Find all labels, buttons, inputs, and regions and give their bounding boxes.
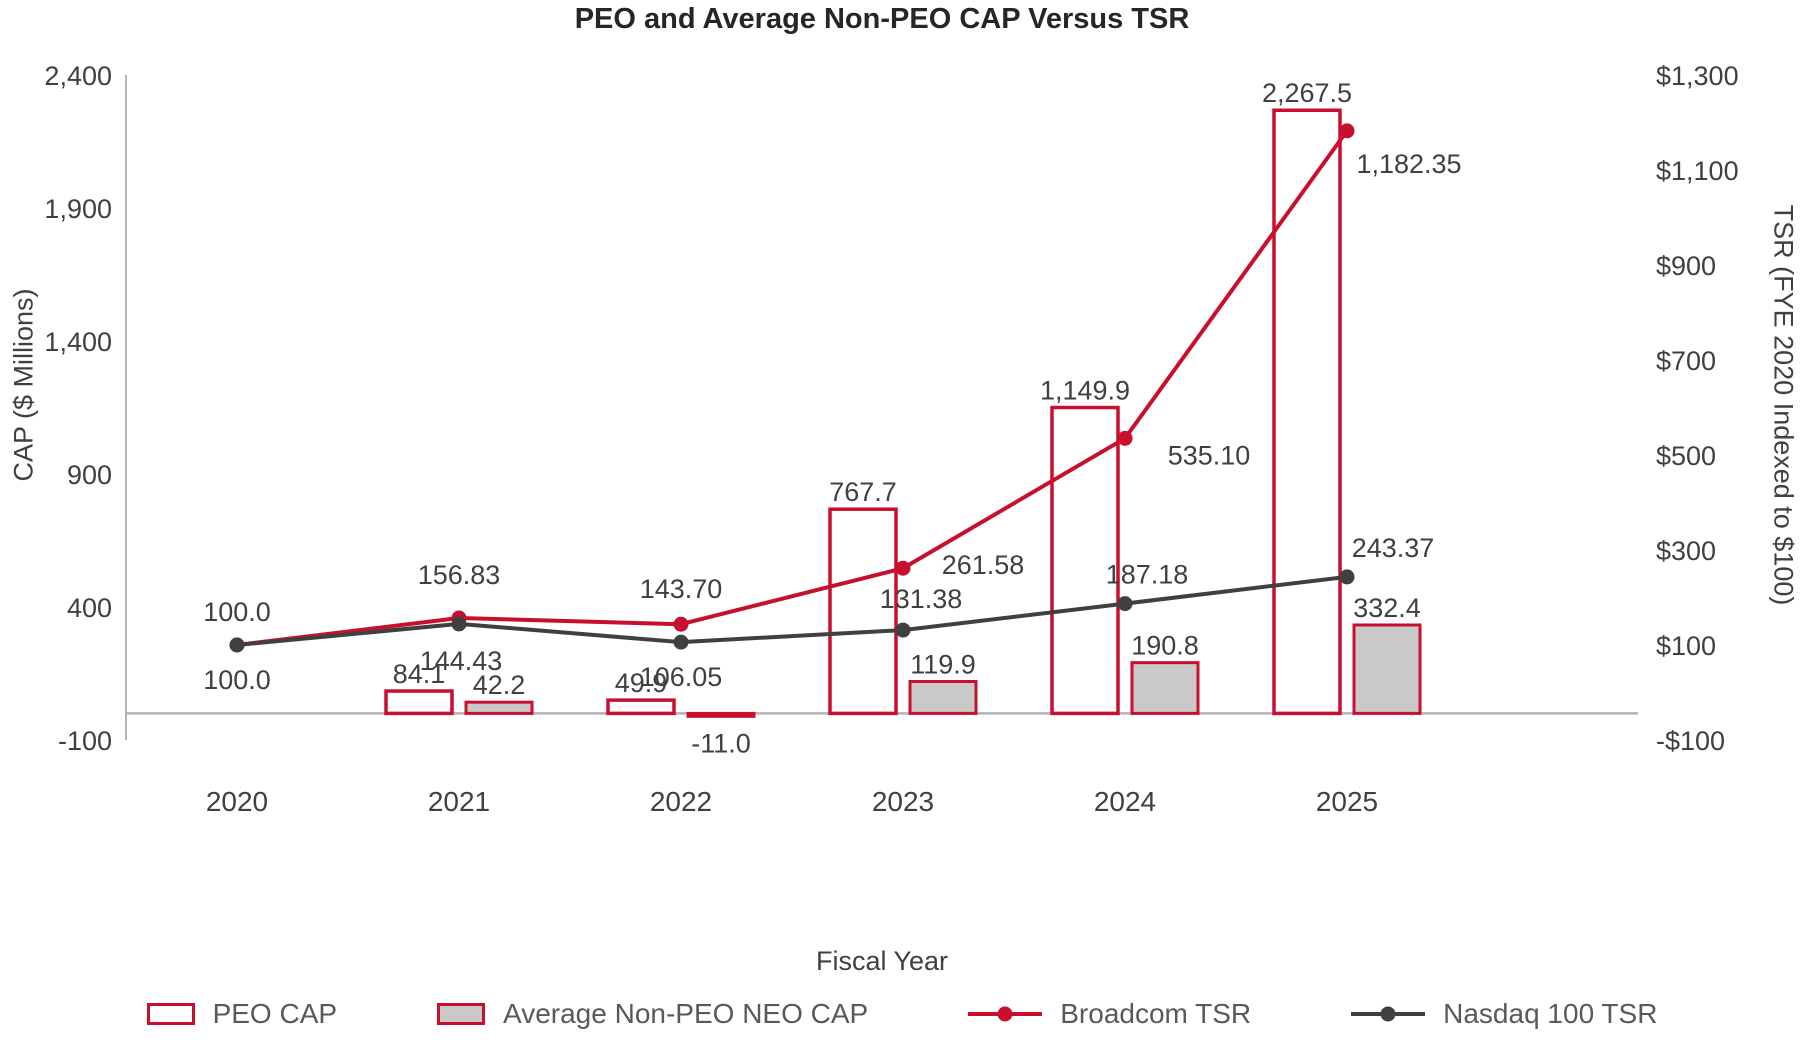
x-axis-title: Fiscal Year bbox=[815, 946, 949, 976]
legend-item-nasdaq-100-tsr: Nasdaq 100 TSR bbox=[1351, 998, 1657, 1030]
broadcom-tsr-dot-icon bbox=[997, 1006, 1013, 1022]
nasdaq-100-tsr-point bbox=[229, 637, 245, 653]
left-axis-tick-label: 1,400 bbox=[44, 327, 112, 357]
peo-cap-value-label: 1,149.9 bbox=[1040, 376, 1130, 406]
nasdaq-100-tsr-value-label: 131.38 bbox=[880, 584, 963, 614]
chart-title: PEO and Average Non-PEO CAP Versus TSR bbox=[574, 3, 1190, 35]
peo-cap-bar bbox=[1050, 405, 1120, 716]
non-peo-neo-cap-value-label: 42.2 bbox=[473, 670, 526, 700]
broadcom-tsr-value-label: 156.83 bbox=[418, 560, 501, 590]
nasdaq-100-tsr-value-label: 187.18 bbox=[1106, 560, 1189, 590]
peo-cap-bar bbox=[1272, 108, 1342, 716]
right-axis-tick-label: $700 bbox=[1656, 346, 1716, 376]
right-axis-tick-label: $900 bbox=[1656, 251, 1716, 281]
left-axis-tick-label: 1,900 bbox=[44, 194, 112, 224]
right-axis-tick-label: $500 bbox=[1656, 441, 1716, 471]
non-peo-neo-cap-value-label: 332.4 bbox=[1353, 593, 1421, 623]
non-peo-neo-cap-swatch-icon bbox=[437, 1003, 486, 1025]
broadcom-tsr-point bbox=[1117, 430, 1133, 446]
non-peo-neo-cap-value-label: 190.8 bbox=[1131, 631, 1199, 661]
broadcom-tsr-value-label: 261.58 bbox=[942, 550, 1025, 580]
nasdaq-100-tsr-value-label: 144.43 bbox=[420, 646, 503, 676]
nasdaq-100-tsr-point bbox=[1117, 596, 1133, 612]
broadcom-tsr-point bbox=[673, 616, 689, 632]
nasdaq-100-tsr-dot-icon bbox=[1380, 1006, 1396, 1022]
legend-item-broadcom-tsr: Broadcom TSR bbox=[968, 998, 1251, 1030]
broadcom-tsr-swatch-icon bbox=[968, 1006, 1043, 1022]
x-axis-tick-label: 2020 bbox=[206, 786, 268, 817]
non-peo-neo-cap-bar bbox=[908, 680, 978, 715]
nasdaq-100-tsr-swatch-icon bbox=[1351, 1006, 1426, 1022]
right-axis-title: TSR (FYE 2020 Indexed to $100) bbox=[1768, 204, 1799, 606]
legend-label-broadcom-tsr: Broadcom TSR bbox=[1060, 998, 1252, 1029]
nasdaq-100-tsr-point bbox=[673, 634, 689, 650]
right-axis-tick-label: -$100 bbox=[1656, 726, 1725, 756]
nasdaq-100-tsr-point bbox=[451, 616, 467, 632]
non-peo-neo-cap-value-label: -11.0 bbox=[691, 728, 751, 758]
left-axis-tick-label: 400 bbox=[67, 593, 112, 623]
x-axis-tick-label: 2022 bbox=[650, 786, 712, 817]
nasdaq-100-tsr-value-label: 243.37 bbox=[1352, 533, 1435, 563]
peo-cap-bar bbox=[828, 507, 898, 716]
legend-label-non-peo-neo-cap: Average Non-PEO NEO CAP bbox=[503, 998, 869, 1029]
broadcom-tsr-value-label: 1,182.35 bbox=[1356, 149, 1461, 179]
left-axis-tick-label: -100 bbox=[58, 726, 112, 756]
x-axis-tick-label: 2024 bbox=[1094, 786, 1156, 817]
peo-cap-value-label: 2,267.5 bbox=[1262, 78, 1352, 108]
legend: PEO CAP Average Non-PEO NEO CAP Broadcom… bbox=[0, 998, 1804, 1030]
peo-cap-value-label: 84.1 bbox=[393, 659, 446, 689]
broadcom-tsr-value-label: 100.0 bbox=[203, 597, 271, 627]
left-axis-title: CAP ($ Millions) bbox=[8, 288, 39, 482]
left-axis-tick-label: 900 bbox=[67, 460, 112, 490]
non-peo-neo-cap-bar bbox=[686, 711, 756, 718]
x-axis-tick-label: 2023 bbox=[872, 786, 934, 817]
broadcom-tsr-value-label: 143.70 bbox=[640, 574, 723, 604]
legend-label-peo-cap: PEO CAP bbox=[212, 998, 338, 1029]
peo-cap-swatch-icon bbox=[146, 1003, 195, 1025]
x-axis-tick-label: 2025 bbox=[1316, 786, 1378, 817]
right-axis-tick-label: $300 bbox=[1656, 536, 1716, 566]
nasdaq-100-tsr-point bbox=[1339, 569, 1355, 585]
left-axis-tick-label: 2,400 bbox=[44, 61, 112, 91]
nasdaq-100-tsr-value-label: 106.05 bbox=[640, 662, 723, 692]
right-axis-tick-label: $1,300 bbox=[1656, 61, 1739, 91]
broadcom-tsr-point bbox=[895, 560, 911, 576]
peo-cap-value-label: 767.7 bbox=[829, 477, 897, 507]
nasdaq-100-tsr-line bbox=[236, 574, 1348, 647]
nasdaq-100-tsr-value-label: 100.0 bbox=[203, 665, 271, 695]
legend-item-peo-cap: PEO CAP bbox=[146, 998, 338, 1030]
peo-cap-value-label: 49.9 bbox=[615, 668, 668, 698]
right-axis-tick-label: $1,100 bbox=[1656, 156, 1739, 186]
broadcom-tsr-line bbox=[236, 129, 1349, 647]
nasdaq-100-tsr-point bbox=[895, 622, 911, 638]
peo-cap-bar bbox=[384, 689, 454, 716]
non-peo-neo-cap-bar bbox=[464, 700, 534, 715]
broadcom-tsr-value-label: 535.10 bbox=[1168, 440, 1251, 470]
broadcom-tsr-point bbox=[1339, 123, 1355, 139]
legend-item-non-peo-neo-cap: Average Non-PEO NEO CAP bbox=[437, 998, 868, 1030]
right-axis-tick-label: $100 bbox=[1656, 631, 1716, 661]
peo-cap-bar bbox=[606, 698, 676, 716]
legend-label-nasdaq-100-tsr: Nasdaq 100 TSR bbox=[1443, 998, 1658, 1029]
x-axis-tick-label: 2021 bbox=[428, 786, 490, 817]
non-peo-neo-cap-bar bbox=[1352, 623, 1422, 715]
non-peo-neo-cap-bar bbox=[1130, 661, 1200, 715]
non-peo-neo-cap-value-label: 119.9 bbox=[910, 650, 976, 680]
